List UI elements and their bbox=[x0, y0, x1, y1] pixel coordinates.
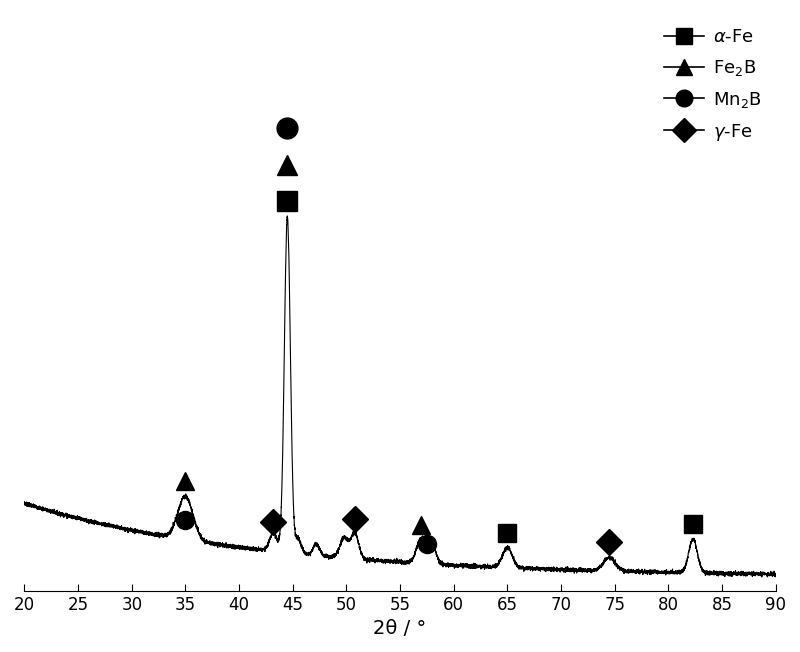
X-axis label: 2θ / °: 2θ / ° bbox=[374, 619, 426, 638]
Legend: $\alpha$-Fe, Fe$_2$B, Mn$_2$B, $\gamma$-Fe: $\alpha$-Fe, Fe$_2$B, Mn$_2$B, $\gamma$-… bbox=[658, 23, 766, 148]
